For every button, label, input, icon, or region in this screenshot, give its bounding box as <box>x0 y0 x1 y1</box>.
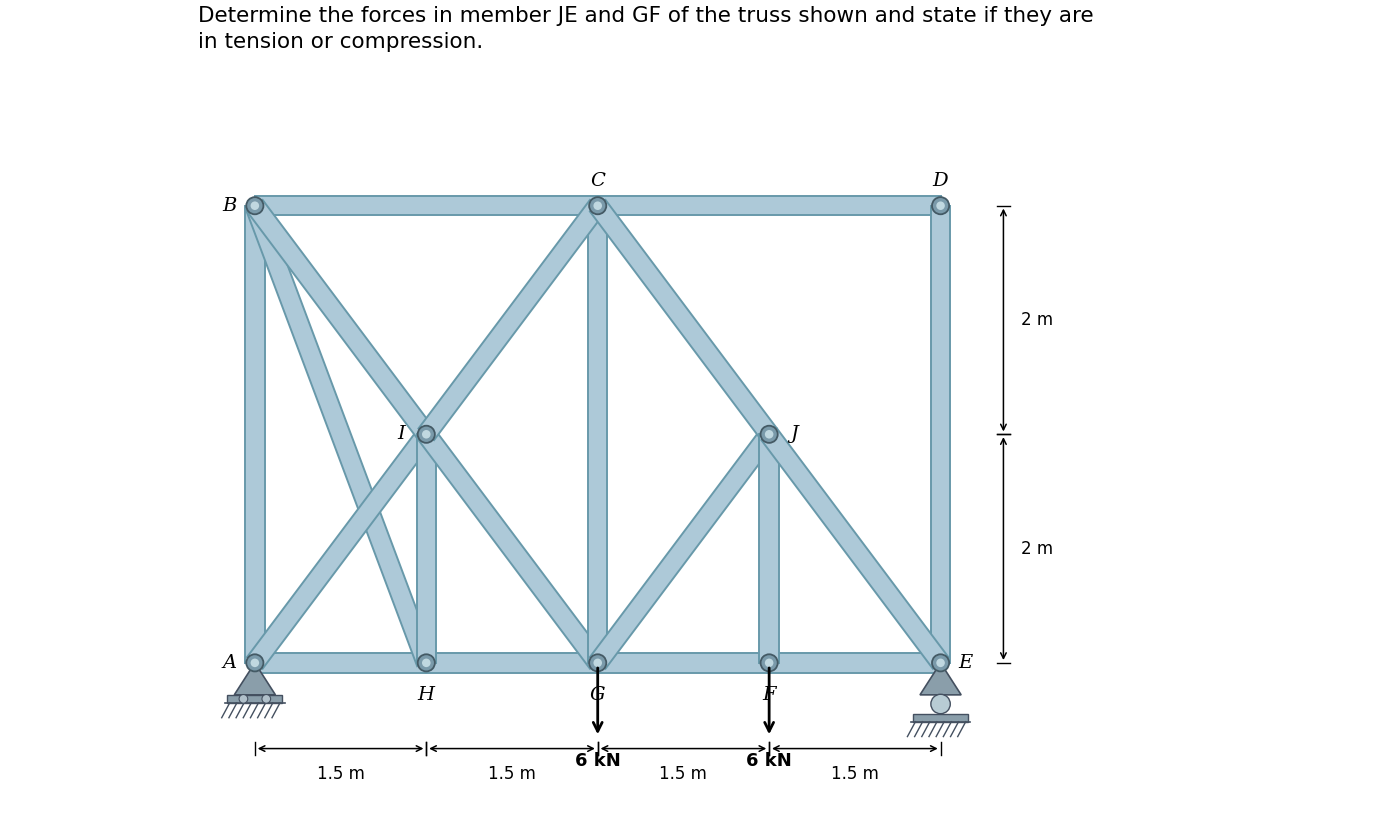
Polygon shape <box>588 206 608 663</box>
Text: F: F <box>763 685 776 704</box>
Circle shape <box>418 426 435 443</box>
Text: 6 kN: 6 kN <box>746 752 792 770</box>
Text: 1.5 m: 1.5 m <box>660 764 707 783</box>
Polygon shape <box>255 196 598 215</box>
Polygon shape <box>770 654 941 673</box>
Circle shape <box>594 202 602 210</box>
Text: 1.5 m: 1.5 m <box>317 764 364 783</box>
Polygon shape <box>913 714 967 722</box>
Polygon shape <box>227 695 282 703</box>
Polygon shape <box>598 654 770 673</box>
Text: G: G <box>590 685 606 704</box>
Polygon shape <box>417 434 436 663</box>
Circle shape <box>765 430 774 438</box>
Text: 6 kN: 6 kN <box>574 752 620 770</box>
Text: H: H <box>418 685 435 704</box>
Polygon shape <box>245 206 264 663</box>
Circle shape <box>246 197 263 214</box>
Polygon shape <box>418 428 605 669</box>
Circle shape <box>594 659 602 667</box>
Circle shape <box>761 654 778 671</box>
Text: 2 m: 2 m <box>1020 311 1053 329</box>
Text: 1.5 m: 1.5 m <box>830 764 879 783</box>
Polygon shape <box>248 200 435 440</box>
Text: J: J <box>790 425 799 444</box>
Circle shape <box>262 695 271 703</box>
Polygon shape <box>248 428 435 669</box>
Text: D: D <box>933 171 948 190</box>
Polygon shape <box>255 654 426 673</box>
Circle shape <box>251 659 259 667</box>
Text: Determine the forces in member JE and GF of the truss shown and state if they ar: Determine the forces in member JE and GF… <box>198 6 1093 52</box>
Polygon shape <box>234 663 275 695</box>
Circle shape <box>246 654 263 671</box>
Polygon shape <box>418 200 605 440</box>
Text: C: C <box>591 171 605 190</box>
Polygon shape <box>246 202 436 666</box>
Circle shape <box>931 197 949 214</box>
Text: A: A <box>223 654 237 672</box>
Polygon shape <box>931 206 951 663</box>
Text: 2 m: 2 m <box>1020 539 1053 558</box>
Circle shape <box>931 695 951 714</box>
Polygon shape <box>590 428 776 669</box>
Circle shape <box>590 197 606 214</box>
Polygon shape <box>920 663 960 695</box>
Polygon shape <box>761 428 948 669</box>
Circle shape <box>937 659 945 667</box>
Circle shape <box>761 426 778 443</box>
Polygon shape <box>598 196 941 215</box>
Circle shape <box>418 654 435 671</box>
Circle shape <box>422 659 430 667</box>
Polygon shape <box>426 654 598 673</box>
Circle shape <box>422 430 430 438</box>
Text: E: E <box>959 654 973 672</box>
Circle shape <box>937 202 945 210</box>
Circle shape <box>239 695 248 703</box>
Circle shape <box>765 659 774 667</box>
Polygon shape <box>760 434 779 663</box>
Polygon shape <box>590 200 776 440</box>
Circle shape <box>251 202 259 210</box>
Circle shape <box>590 654 606 671</box>
Circle shape <box>931 654 949 671</box>
Text: 1.5 m: 1.5 m <box>489 764 536 783</box>
Text: I: I <box>397 425 406 444</box>
Text: B: B <box>223 197 237 215</box>
